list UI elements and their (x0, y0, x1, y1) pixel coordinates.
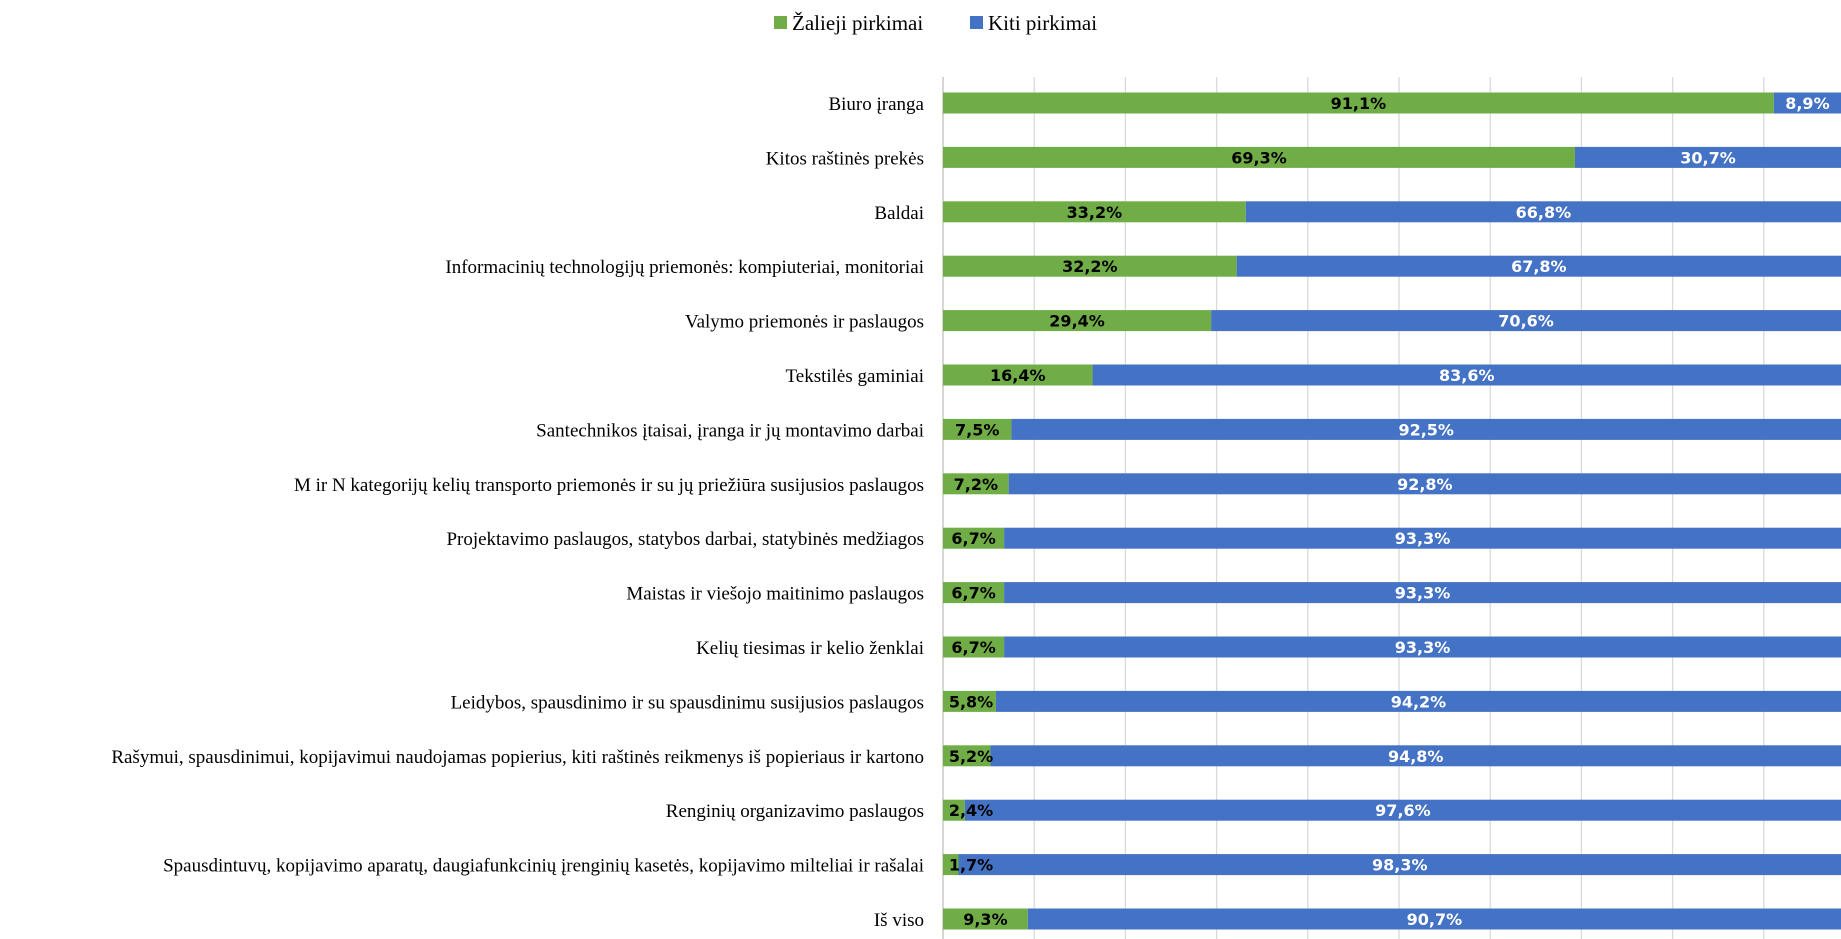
legend-swatch-blue (970, 16, 983, 29)
bar-blue (995, 690, 1841, 712)
data-label-green: 2,4% (949, 801, 993, 820)
bar-blue (1092, 364, 1841, 386)
data-label-blue: 94,8% (1388, 747, 1444, 766)
data-label-blue: 93,3% (1395, 638, 1451, 657)
data-label-blue: 30,7% (1680, 148, 1736, 167)
data-label-green: 6,7% (951, 584, 995, 603)
category-label: Maistas ir viešojo maitinimo paslaugos (626, 584, 924, 605)
bar-blue (1011, 418, 1841, 440)
data-label-blue: 8,9% (1785, 94, 1829, 113)
bar-blue (1008, 473, 1841, 495)
data-label-green: 6,7% (951, 638, 995, 657)
bar-green (943, 146, 1576, 168)
legend: Žalieji pirkimai Kiti pirkimai (774, 11, 1097, 35)
bars: 91,1% 8,9% 69,3% 30,7% 33,2% 66,8% 32,2% 67,8% 2… (943, 92, 1841, 930)
bar-green (943, 745, 991, 767)
bar-blue (1004, 527, 1841, 549)
bar-blue (1004, 582, 1841, 604)
bar-blue (1236, 255, 1841, 277)
bar-green (943, 473, 1009, 495)
bar-blue (1027, 908, 1841, 930)
data-label-blue: 66,8% (1516, 203, 1572, 222)
data-label-blue: 92,5% (1398, 420, 1454, 439)
bar-green (943, 310, 1212, 332)
data-label-green: 29,4% (1049, 312, 1105, 331)
category-label: M ir N kategorijų kelių transporto priem… (294, 475, 924, 496)
legend-label-blue: Kiti pirkimai (988, 11, 1097, 35)
data-label-blue: 93,3% (1395, 529, 1451, 548)
category-label: Baldai (874, 203, 924, 224)
category-label: Biuro įranga (828, 94, 924, 115)
data-label-blue: 97,6% (1375, 801, 1431, 820)
bar-blue (1245, 201, 1841, 223)
data-label-blue: 93,3% (1395, 584, 1451, 603)
data-label-blue: 70,6% (1498, 312, 1554, 331)
bar-blue (1773, 92, 1841, 114)
bar-green (943, 690, 996, 712)
data-label-green: 33,2% (1067, 203, 1123, 222)
category-label: Projektavimo paslaugos, statybos darbai,… (446, 529, 924, 550)
bar-green (943, 418, 1012, 440)
category-label: Informacinių technologijų priemonės: kom… (445, 257, 924, 278)
category-label: Kitos raštinės prekės (766, 148, 924, 169)
data-label-green: 5,2% (949, 747, 993, 766)
data-label-green: 69,3% (1231, 148, 1287, 167)
category-label: Valymo priemonės ir paslaugos (685, 312, 924, 333)
category-label: Santechnikos įtaisai, įranga ir jų monta… (536, 420, 924, 441)
data-label-blue: 94,2% (1391, 692, 1447, 711)
bar-green (943, 92, 1774, 114)
category-label: Tekstilės gaminiai (785, 366, 924, 387)
data-label-green: 16,4% (990, 366, 1046, 385)
category-label: Rašymui, spausdinimui, kopijavimui naudo… (111, 747, 924, 768)
data-label-blue: 83,6% (1439, 366, 1495, 385)
bar-blue (1004, 636, 1841, 658)
category-labels: Biuro įranga Kitos raštinės prekės Baldai I… (111, 94, 924, 931)
legend-swatch-green (774, 16, 787, 29)
data-label-green: 5,8% (949, 692, 993, 711)
category-label: Leidybos, spausdinimo ir su spausdinimu … (451, 692, 924, 713)
legend-label-green: Žalieji pirkimai (792, 11, 923, 35)
data-label-blue: 67,8% (1511, 257, 1567, 276)
data-label-blue: 90,7% (1407, 910, 1463, 929)
data-label-green: 7,5% (955, 420, 999, 439)
bar-green (943, 582, 1005, 604)
bar-green (943, 636, 1005, 658)
category-label: Kelių tiesimas ir kelio ženklai (696, 638, 924, 659)
data-label-green: 32,2% (1062, 257, 1118, 276)
bar-blue (964, 799, 1841, 821)
category-label: Iš viso (874, 910, 924, 931)
bar-blue (1575, 146, 1841, 168)
bar-green (943, 854, 959, 876)
bar-green (943, 799, 965, 821)
bar-green (943, 908, 1028, 930)
bar-blue (990, 745, 1841, 767)
data-label-blue: 98,3% (1372, 856, 1428, 875)
bar-blue (958, 854, 1841, 876)
bar-green (943, 527, 1005, 549)
bar-green (943, 255, 1237, 277)
data-label-green: 7,2% (954, 475, 998, 494)
data-label-green: 6,7% (951, 529, 995, 548)
category-label: Renginių organizavimo paslaugos (666, 801, 924, 822)
bar-blue (1211, 310, 1841, 332)
category-label: Spausdintuvų, kopijavimo aparatų, daugia… (163, 856, 924, 877)
data-label-green: 9,3% (963, 910, 1007, 929)
data-label-green: 1,7% (949, 856, 993, 875)
data-label-green: 91,1% (1331, 94, 1387, 113)
bar-green (943, 201, 1246, 223)
data-label-blue: 92,8% (1397, 475, 1453, 494)
bar-green (943, 364, 1093, 386)
